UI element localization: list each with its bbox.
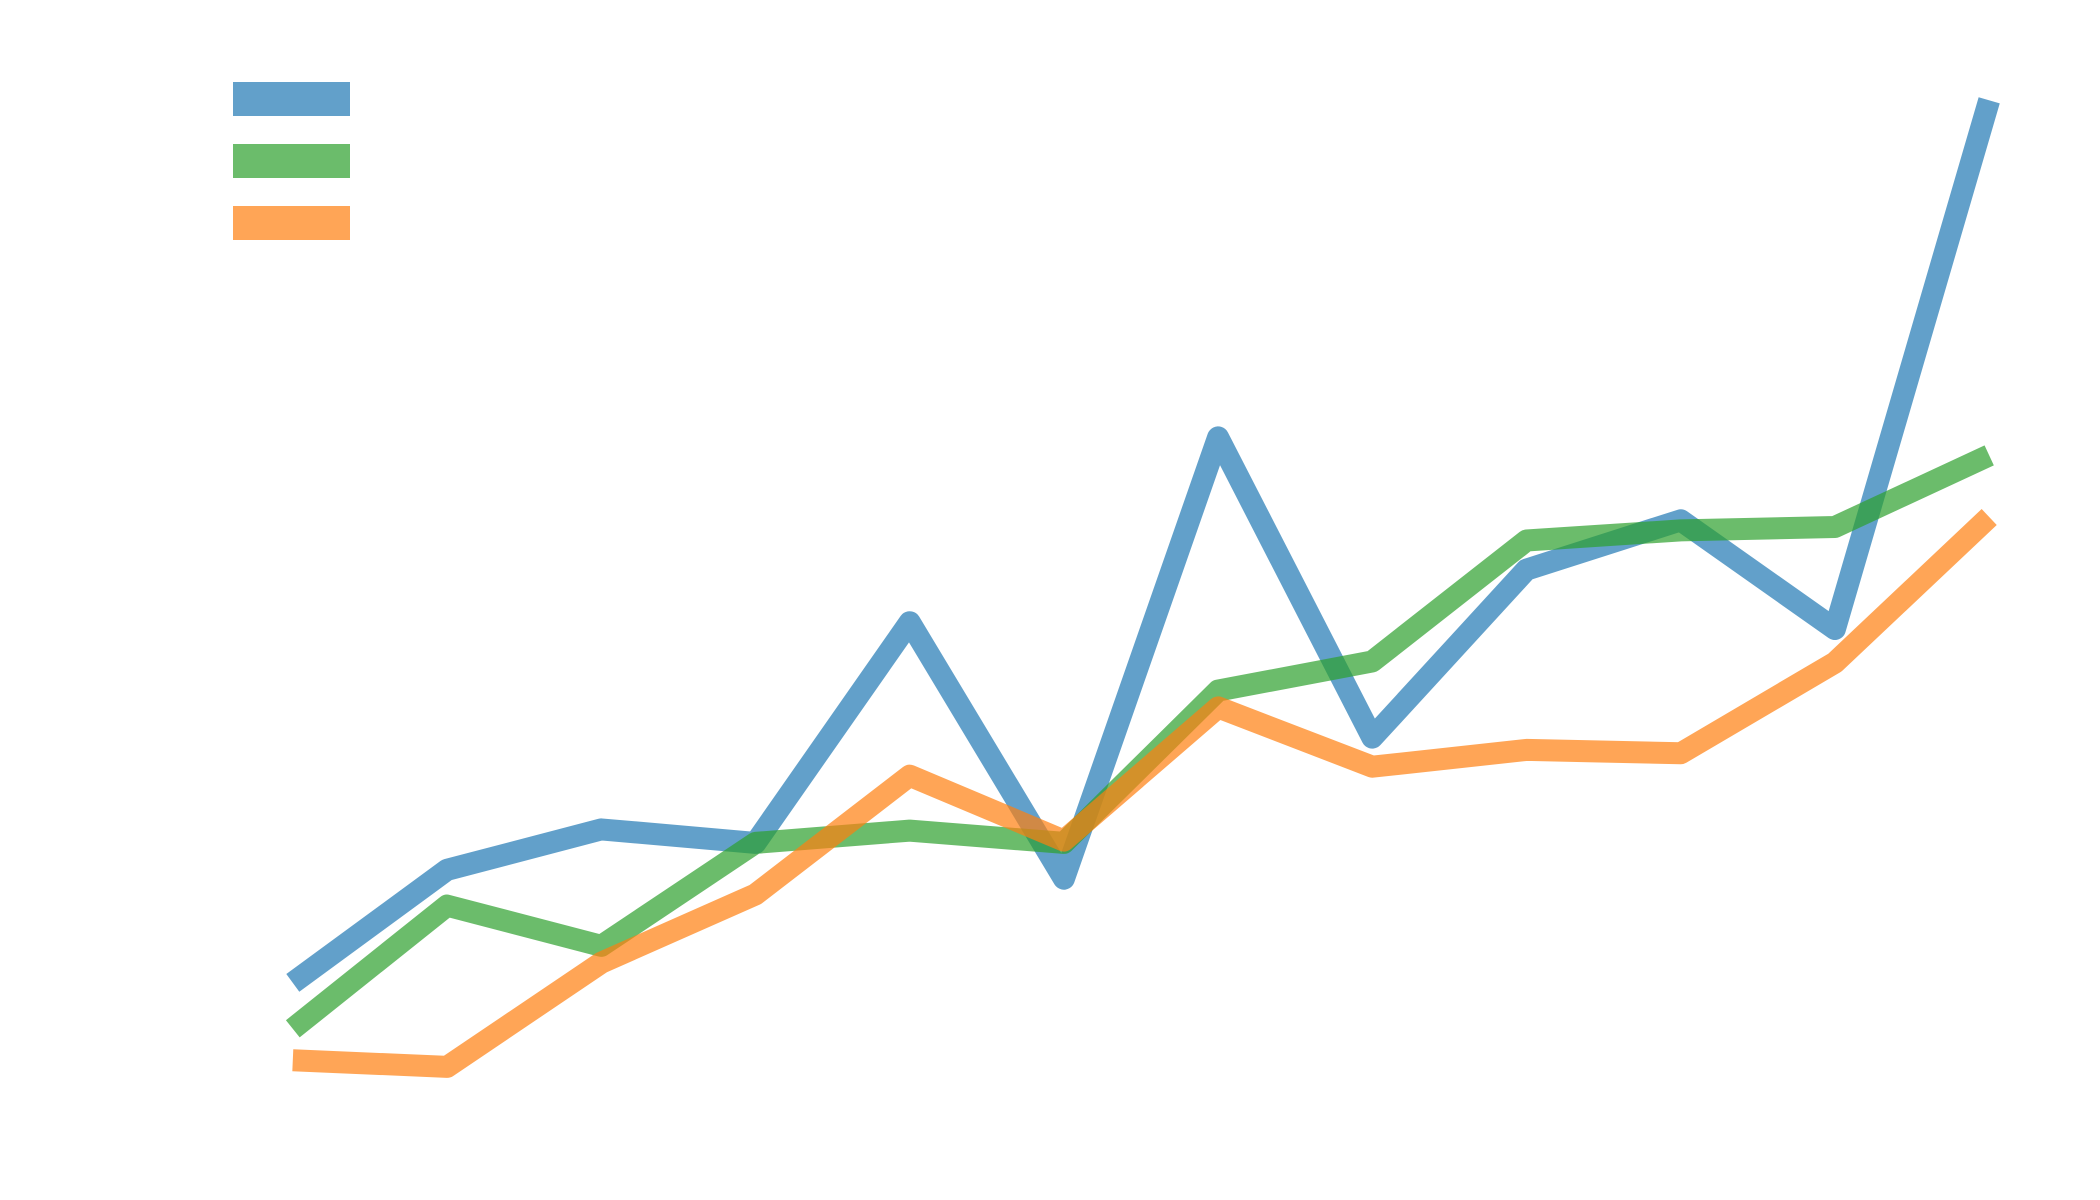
series-layer: [285, 97, 2000, 1078]
series-3: [292, 508, 1997, 1078]
legend-item-2: [233, 144, 350, 178]
legend-swatch-3: [233, 206, 350, 240]
series-1-line: [286, 97, 2000, 992]
legend-item-3: [233, 206, 350, 240]
series-3-line: [292, 508, 1997, 1078]
legend-swatch-2: [233, 144, 350, 178]
series-2: [285, 445, 1994, 1038]
legend: [233, 82, 350, 240]
legend-item-1: [233, 82, 350, 116]
legend-swatch-1: [233, 82, 350, 116]
series-1: [286, 97, 2000, 992]
series-2-line: [285, 445, 1994, 1038]
